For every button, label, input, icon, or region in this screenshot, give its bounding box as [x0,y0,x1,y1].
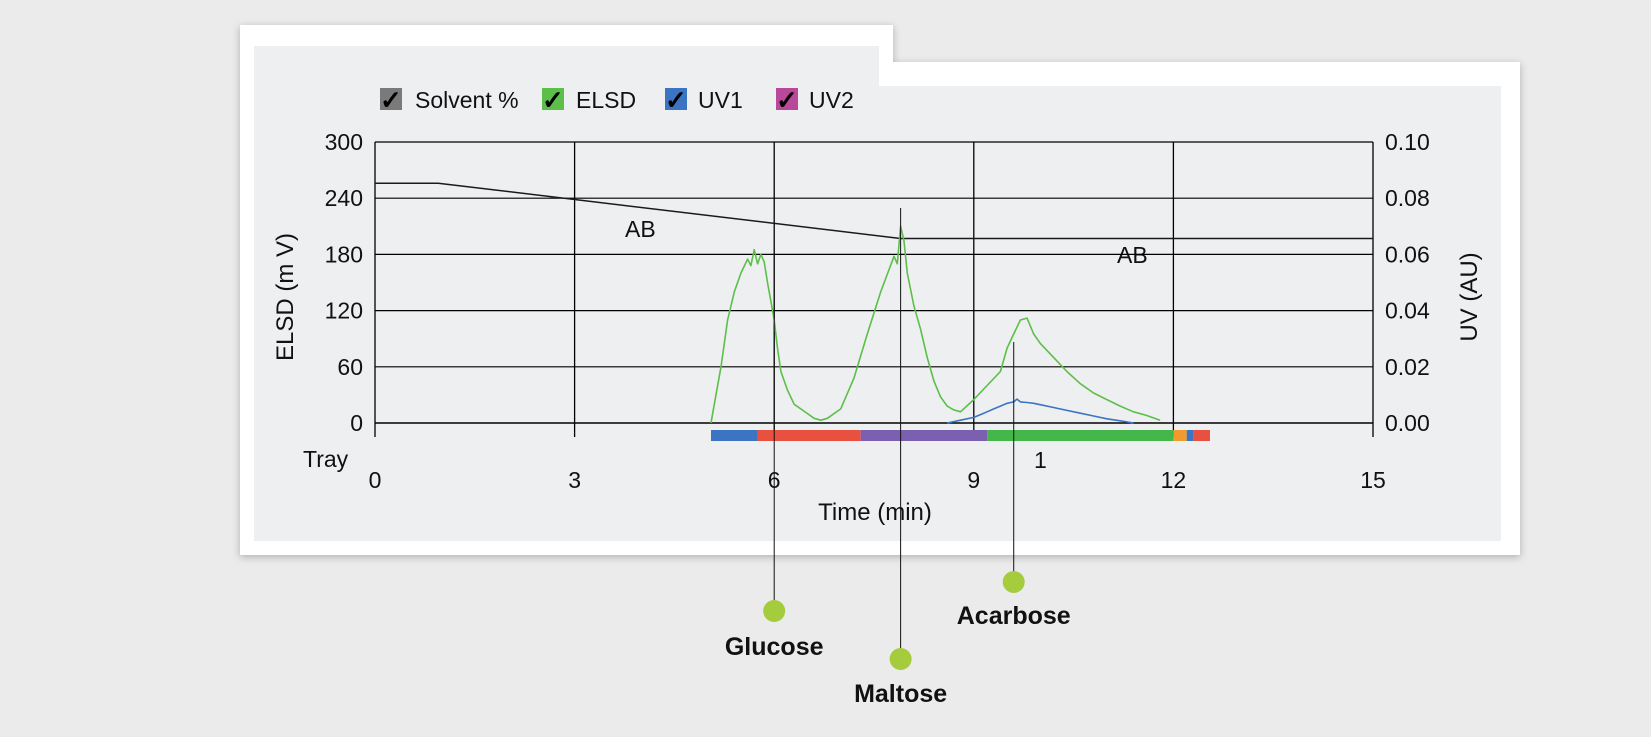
y-tick-right: 0.00 [1385,410,1430,436]
y-tick-right: 0.10 [1385,129,1430,155]
legend-label-uv1: UV1 [698,87,743,113]
legend-item-solvent[interactable]: ✓ Solvent % [380,85,519,115]
peak-marker [889,648,912,670]
y-tick-right: 0.02 [1385,354,1430,380]
tray-segment [1193,430,1210,441]
y-tick-right: 0.08 [1385,185,1430,211]
x-tick: 15 [1360,467,1386,493]
legend-item-uv2[interactable]: ✓ UV2 [776,85,854,115]
peak-label: Acarbose [957,602,1071,630]
y-axis-left-title: ELSD (m V) [272,233,299,361]
tray-segment [710,430,758,441]
legend-label-elsd: ELSD [576,87,636,113]
peak-marker [763,600,786,622]
legend: ✓ Solvent % ✓ ELSD ✓ UV1 ✓ UV2 [380,85,854,115]
peak-label: Glucose [725,633,824,661]
tick-labels: 0 60 120 180 240 300 0.00 0.02 0.04 0.06 0.08 0.10 0… [325,129,1430,493]
series-line-solvent [375,182,1373,240]
solvent-label-1: AB [625,216,656,242]
y-tick-right: 0.06 [1385,241,1430,267]
tray-label: Tray [303,446,349,472]
tray-segment [1186,430,1194,441]
x-tick: 0 [369,467,382,493]
check-icon: ✓ [380,85,402,115]
x-axis-title: Time (min) [818,499,932,526]
y-tick-left: 60 [337,354,363,380]
series-line-uv1 [947,398,1134,424]
peak-marker [1002,571,1025,593]
check-icon: ✓ [542,85,564,115]
y-axis-right-title: UV (AU) [1456,252,1483,341]
tray-segment [987,430,1174,441]
tray-segment [1173,430,1187,441]
tray-number: 1 [1034,447,1047,473]
x-tick: 3 [568,467,581,493]
check-icon: ✓ [665,85,687,115]
legend-swatch-uv2 [776,88,798,110]
y-tick-left: 0 [350,410,363,436]
y-tick-left: 300 [325,129,363,155]
peak-label: Maltose [854,680,947,708]
x-tick: 12 [1161,467,1187,493]
legend-item-uv1[interactable]: ✓ UV1 [665,85,743,115]
panel-inner-right [879,86,1501,541]
check-icon: ✓ [776,85,798,115]
legend-label-uv2: UV2 [809,87,854,113]
x-tick: 9 [967,467,980,493]
y-tick-left: 240 [325,185,363,211]
legend-swatch-solvent [380,88,402,110]
legend-swatch-uv1 [665,88,687,110]
tray-bar [710,430,1210,441]
y-tick-left: 120 [325,298,363,324]
legend-item-elsd[interactable]: ✓ ELSD [542,85,636,115]
tray-segment [757,430,861,441]
y-tick-right: 0.04 [1385,298,1430,324]
peak-annotations: Glucose Maltose Acarbose [725,208,1071,708]
tray-segment [860,430,988,441]
series [375,182,1373,424]
y-tick-left: 180 [325,241,363,267]
legend-swatch-elsd [542,88,564,110]
legend-label-solvent: Solvent % [415,87,519,113]
solvent-label-2: AB [1117,242,1148,268]
series-line-elsd [710,225,1161,424]
